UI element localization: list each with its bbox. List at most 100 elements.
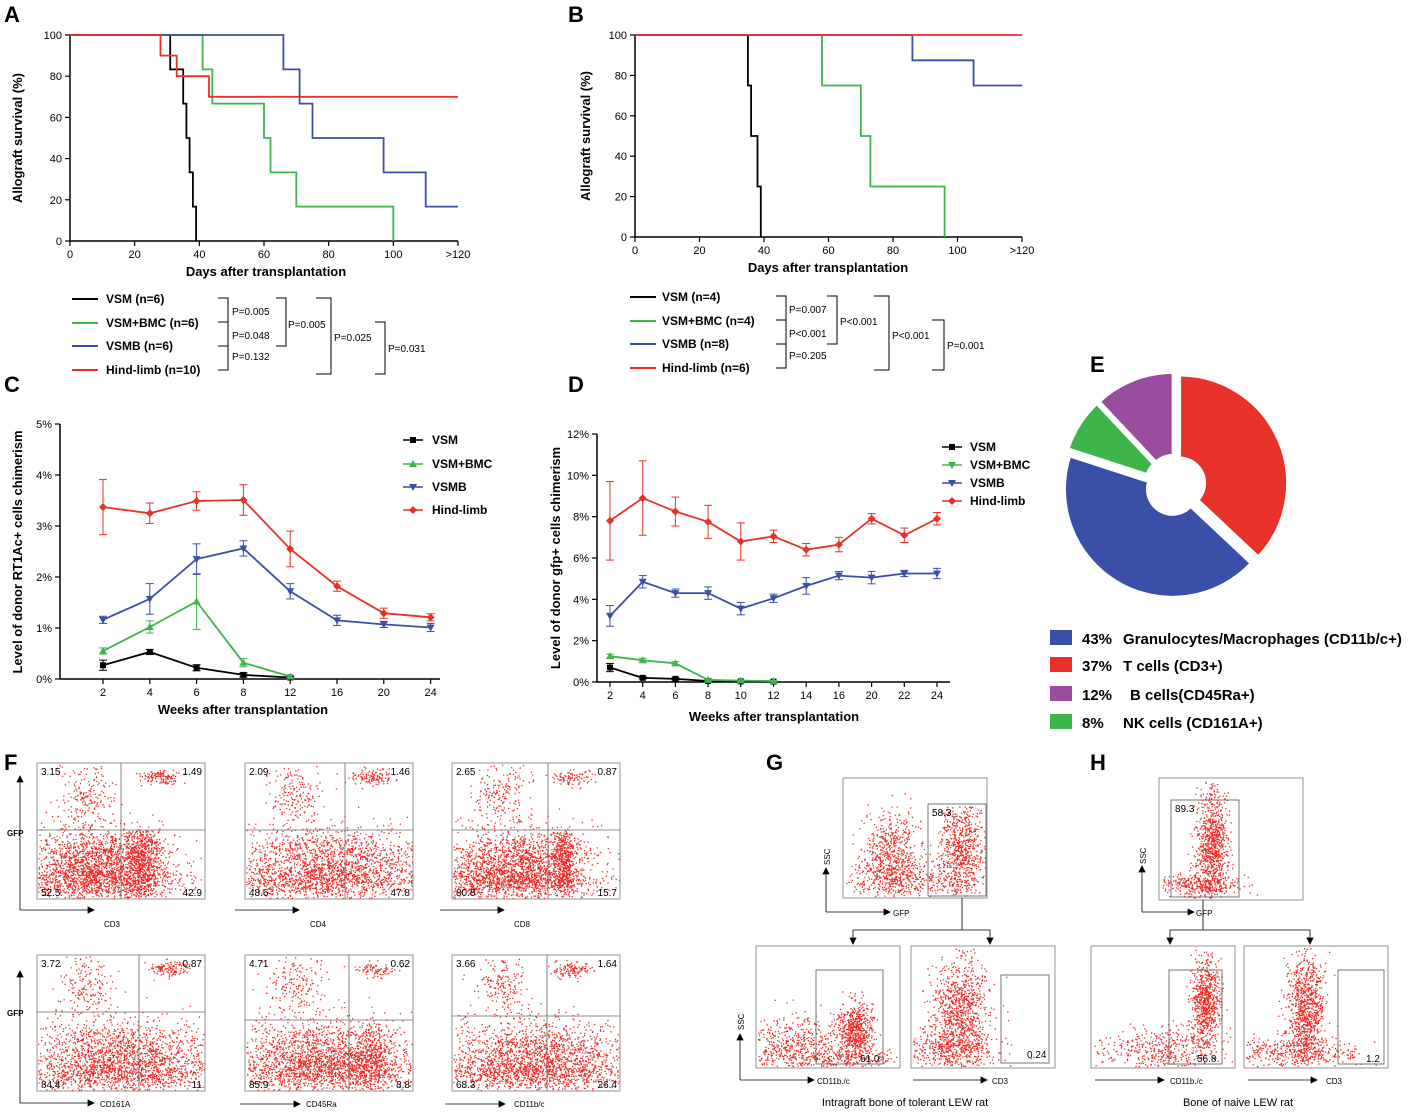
y-tick-label: 6%: [573, 553, 589, 565]
y-tick-label: 10%: [567, 470, 589, 482]
dot-cluster: [125, 830, 176, 898]
dot-cloud: [1094, 949, 1233, 1068]
y-tick-label: 4%: [36, 470, 52, 482]
data-point-vsmb: [426, 624, 435, 632]
data-point-vsm: [193, 664, 200, 671]
dot-cluster: [52, 956, 127, 1032]
data-point-vsmb: [606, 612, 614, 620]
y-tick-label: 1%: [36, 623, 52, 635]
legend-d: VSM VSM+BMC VSMB Hind-limb: [942, 440, 1031, 508]
axis-label-gfp: GFP: [7, 1009, 24, 1018]
dot-cluster: [1162, 869, 1258, 899]
data-point-vsmb: [867, 574, 876, 582]
x-tick-label: 20: [693, 245, 705, 257]
pvalue-label: P=0.005: [232, 307, 270, 318]
series-line-vsm: [70, 34, 197, 241]
x-tick-label: 100: [948, 245, 966, 257]
x-tick-label: 80: [887, 245, 899, 257]
panel-label-h: H: [1090, 750, 1106, 775]
dot-cluster: [350, 1023, 397, 1091]
gate-value: 61.0: [860, 1054, 880, 1065]
x-tick-label: 40: [758, 245, 770, 257]
x-tick-label: 100: [384, 249, 402, 261]
y-tick-label: 80: [50, 71, 62, 83]
gate-value: 89.3: [1175, 804, 1195, 815]
quadrant-value: 4.71: [249, 959, 269, 970]
panel-label-b: B: [568, 2, 584, 27]
legend-label-vsm: VSM (n=6): [106, 292, 164, 306]
data-point-vsm: [639, 674, 646, 681]
x-axis-title: Days after transplantation: [186, 264, 346, 279]
dot-cloud: [758, 991, 898, 1068]
y-tick-label: 0%: [36, 674, 52, 686]
x-axis-title: Weeks after transplantation: [689, 709, 859, 724]
y-tick-label: 40: [615, 151, 627, 163]
quadrant-value: 84.4: [41, 1080, 61, 1091]
series-line-vsm-bmc: [70, 34, 395, 241]
y-tick-label: 5%: [36, 419, 52, 431]
dot-cloud: [913, 948, 1032, 1068]
series-line-vsmb: [102, 547, 431, 629]
y-tick-label: 40: [50, 154, 62, 166]
series-line-hind-limb: [102, 499, 431, 619]
flow-plot-gfp-gate: [842, 777, 988, 899]
data-point-hind-limb: [606, 516, 614, 525]
flow-plot-cd161a: [36, 954, 206, 1092]
donut-slice-granulocytes-macrophages: [1062, 454, 1254, 599]
flow-plot-cd3: [910, 945, 1056, 1069]
legend-marker-hind-limb: [948, 497, 956, 505]
legend-label-vsm: VSM: [432, 433, 458, 447]
dot-cloud: [246, 766, 413, 899]
x-tick-label: 24: [424, 687, 436, 699]
axis-label-cd3: CD3: [992, 1077, 1009, 1086]
x-tick-label: 16: [833, 690, 845, 702]
axis-label-cd4: CD4: [310, 920, 327, 929]
dot-cluster: [144, 958, 191, 981]
flow-plot-cd45ra: [244, 954, 414, 1092]
data-point-vsmb: [900, 570, 909, 578]
legend-label-vsm-bmc: VSM+BMC: [432, 457, 493, 471]
axis-label-gfp: GFP: [893, 909, 909, 918]
x-tick-label: 0: [67, 249, 73, 261]
data-point-vsm: [240, 671, 247, 678]
y-tick-label: 3%: [36, 521, 52, 533]
legend-marker-vsm: [949, 444, 955, 450]
data-point-vsmb: [239, 545, 248, 553]
dot-cloud: [453, 958, 620, 1091]
quadrant-value: 85.9: [249, 1080, 269, 1091]
x-tick-label: 4: [147, 687, 153, 699]
axis-label-cd45ra: CD45Ra: [306, 1100, 337, 1109]
pvalue-label: P<0.001: [840, 317, 878, 328]
data-point-vsm-bmc: [239, 658, 248, 666]
flow-plot-cd4: [244, 762, 414, 900]
axis-label-gfp: GFP: [1196, 909, 1212, 918]
legend-label-vsm-bmc: VSM+BMC (n=6): [106, 316, 199, 330]
legend-swatch-t-cells: [1050, 657, 1072, 672]
caption-h: Bone of naive LEW rat: [1183, 1097, 1293, 1109]
flow-plot-cd8: [451, 762, 621, 900]
dot-cloud: [846, 793, 987, 898]
data-point-hind-limb: [333, 582, 341, 591]
x-tick-label: 12: [284, 687, 296, 699]
flow-cytometry-panel-f: 3.15 1.49 52.5 42.9 2.09 1.46 48.6 47.8 …: [7, 762, 621, 1109]
data-point-vsmb: [192, 556, 201, 564]
legend-label-vsmb: VSMB: [432, 480, 467, 494]
quadrant-value: 2.09: [249, 767, 269, 778]
axis-label-ssc: SSC: [737, 1013, 746, 1030]
dot-cluster: [1187, 781, 1238, 899]
dot-cluster: [1186, 949, 1228, 1059]
x-tick-label: 6: [672, 690, 678, 702]
pvalue-label: P=0.205: [789, 351, 827, 362]
gate-value: 0.24: [1027, 1050, 1047, 1061]
legend-marker-vsm-bmc: [948, 462, 956, 469]
axis-label-cd3: CD3: [1326, 1077, 1343, 1086]
data-point-vsmb: [736, 605, 745, 613]
dot-cloud: [350, 1023, 397, 1091]
y-tick-label: 20: [50, 195, 62, 207]
survival-chart-b: Days after transplantation Allograft sur…: [578, 30, 1034, 275]
x-axis-title: Weeks after transplantation: [158, 702, 328, 717]
data-point-hind-limb: [99, 503, 107, 512]
legend-marker-vsmb: [409, 484, 417, 491]
dot-cluster: [1278, 948, 1339, 1068]
legend-label-hind-limb: Hind-limb: [970, 494, 1025, 508]
